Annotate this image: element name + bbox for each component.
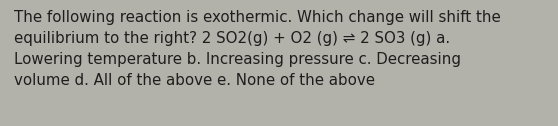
Text: The following reaction is exothermic. Which change will shift the
equilibrium to: The following reaction is exothermic. Wh… bbox=[14, 10, 501, 88]
